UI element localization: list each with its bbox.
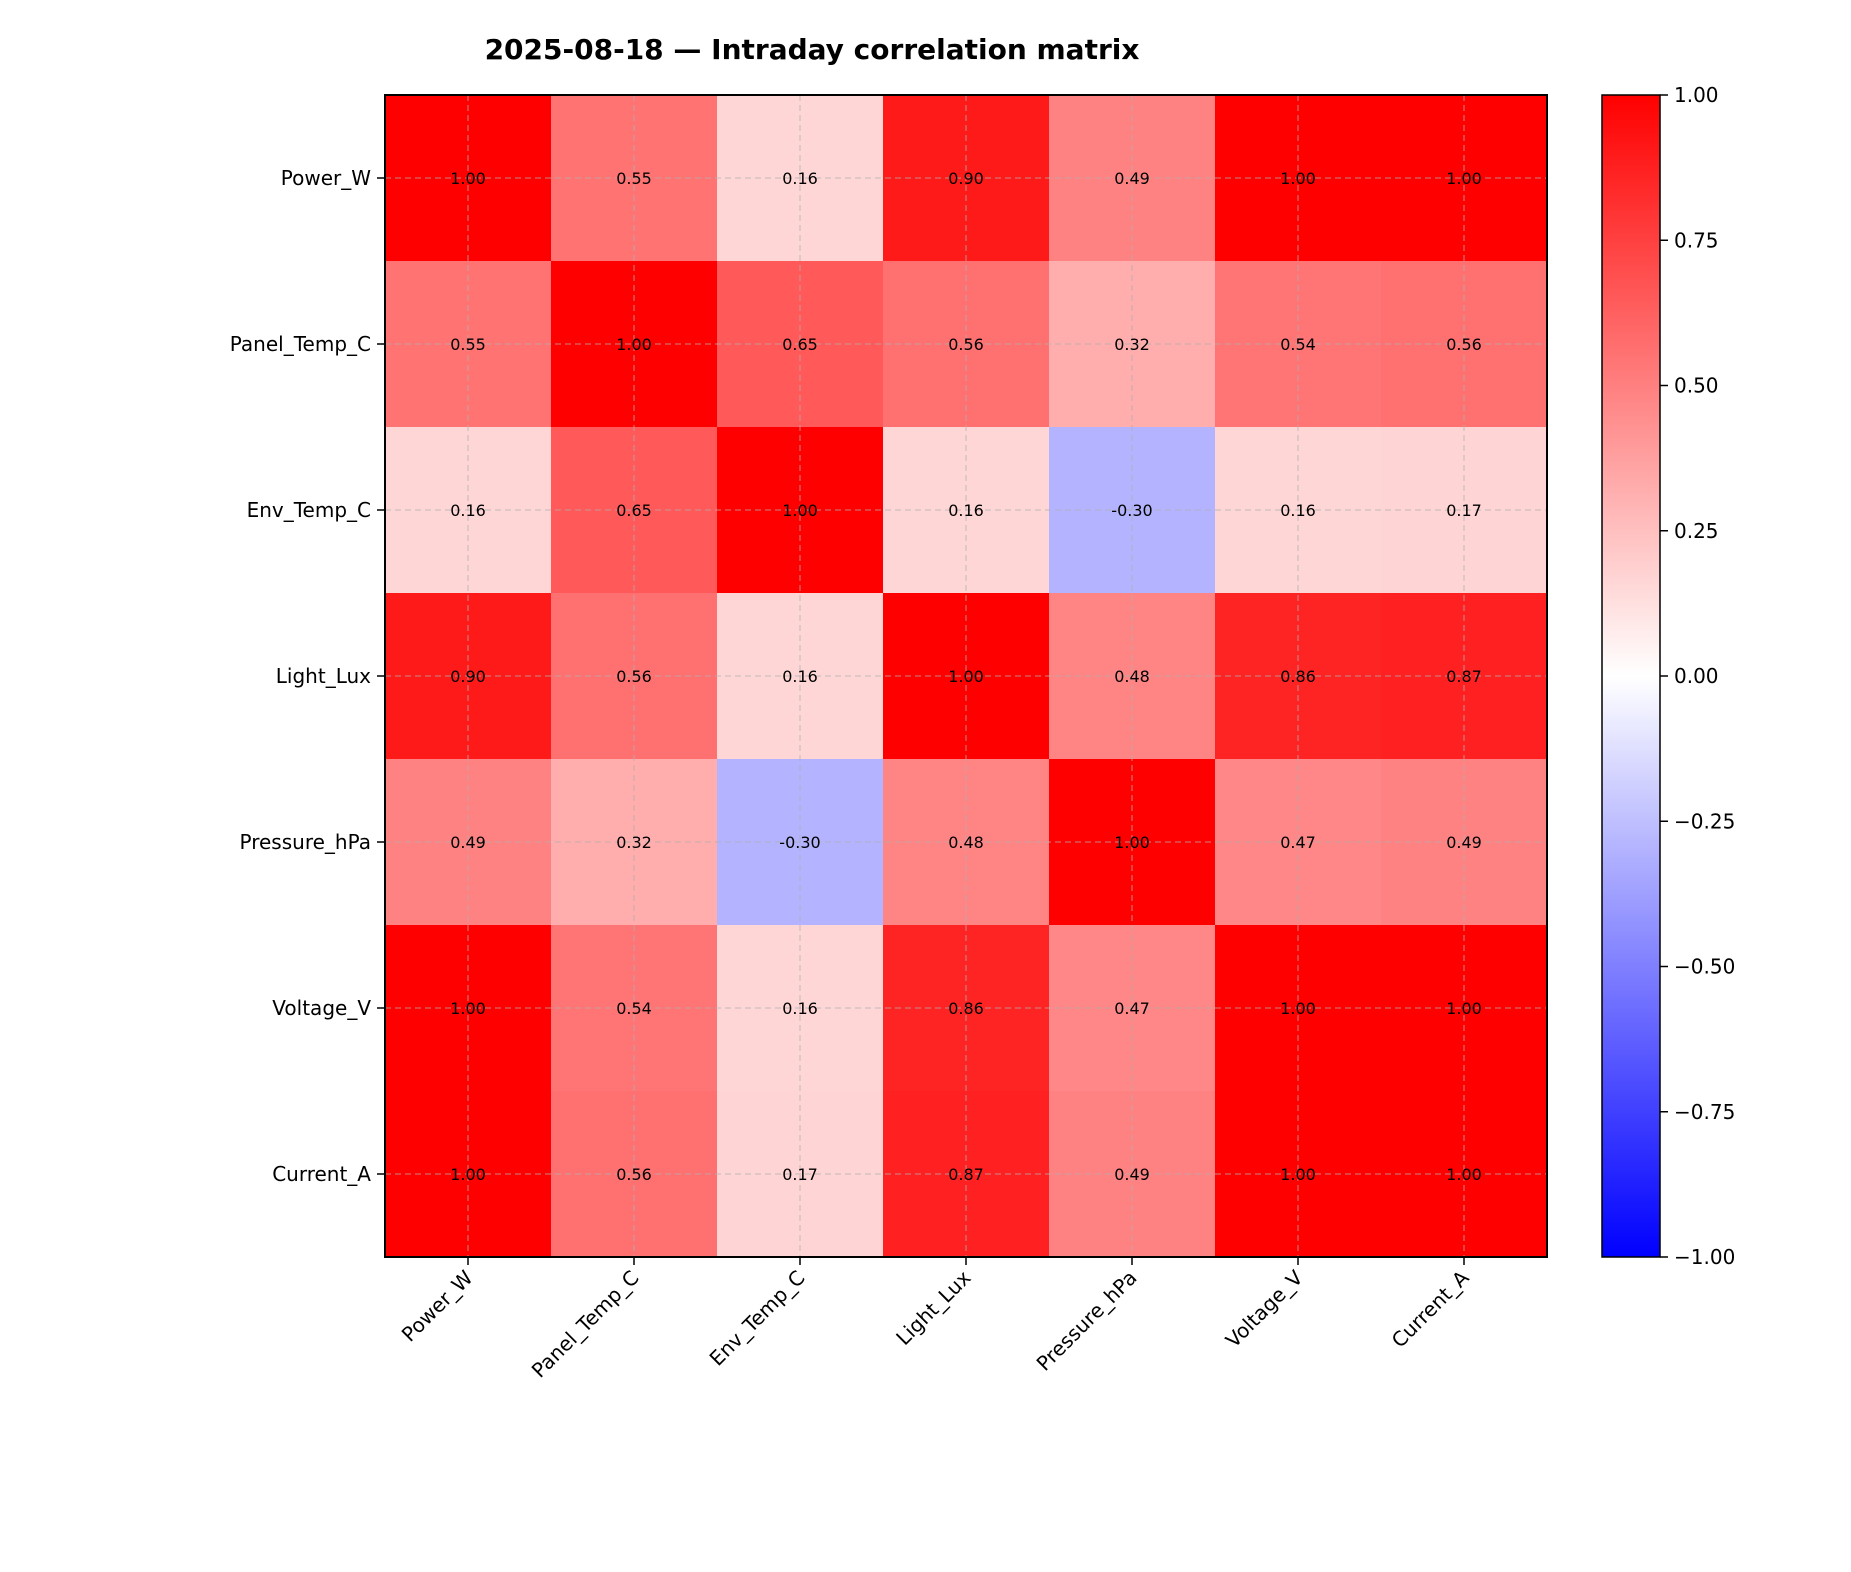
cell-value-label: 0.55	[450, 335, 486, 354]
x-tick-label: Light_Lux	[891, 1265, 975, 1349]
cell-value-label: 1.00	[1446, 1165, 1482, 1184]
x-tick-label: Current_A	[1387, 1265, 1474, 1352]
cell-value-label: 0.16	[450, 501, 486, 520]
cell-value-label: 0.16	[1280, 501, 1316, 520]
cell-value-label: 0.32	[616, 833, 652, 852]
colorbar-tick-label: 0.50	[1674, 374, 1719, 398]
x-axis: Power_W Panel_Temp_C Env_Temp_C Light_Lux Pr…	[397, 1257, 1474, 1382]
y-tick-label: Panel_Temp_C	[230, 332, 371, 356]
cell-value-label: 0.16	[782, 999, 818, 1018]
cell-value-label: 0.86	[1280, 667, 1316, 686]
colorbar-tick-label: 1.00	[1674, 83, 1719, 107]
x-tick-label: Env_Temp_C	[705, 1266, 810, 1371]
cell-value-label: 0.54	[1280, 335, 1316, 354]
cell-value-label: 0.49	[1114, 169, 1150, 188]
cell-value-label: 1.00	[1446, 999, 1482, 1018]
colorbar-tick-label: −1.00	[1674, 1245, 1735, 1269]
x-tick-label: Panel_Temp_C	[527, 1266, 644, 1383]
cell-value-label: 0.56	[616, 1165, 652, 1184]
cell-value-label: 0.16	[948, 501, 984, 520]
cell-value-label: 0.87	[1446, 667, 1482, 686]
cell-value-label: 1.00	[616, 335, 652, 354]
cell-value-label: 0.56	[1446, 335, 1482, 354]
cell-value-label: 0.65	[782, 335, 818, 354]
cell-value-label: 1.00	[948, 667, 984, 686]
cell-value-label: 0.54	[616, 999, 652, 1018]
cell-value-label: 1.00	[782, 501, 818, 520]
y-tick-label: Power_W	[281, 166, 371, 190]
colorbar-gradient	[1601, 94, 1661, 1258]
heatmap-grid	[385, 95, 1547, 1257]
x-tick-label: Power_W	[397, 1265, 478, 1346]
cell-value-label: 1.00	[1280, 1165, 1316, 1184]
cell-value-label: 1.00	[450, 169, 486, 188]
colorbar-tick-label: −0.75	[1674, 1100, 1735, 1124]
cell-value-label: 0.49	[450, 833, 486, 852]
cell-value-label: 0.47	[1114, 999, 1150, 1018]
cell-value-label: 1.00	[1114, 833, 1150, 852]
cell-value-label: 0.17	[1446, 501, 1482, 520]
colorbar-ticks: 1.00 0.75 0.50 0.25 0.00 −0.25 −0.50 −0.75 −1.00	[1660, 83, 1735, 1269]
cell-value-label: 0.48	[1114, 667, 1150, 686]
chart-title: 2025-08-18 — Intraday correlation matrix	[485, 33, 1140, 66]
cell-value-label: 0.48	[948, 833, 984, 852]
cell-value-label: 0.87	[948, 1165, 984, 1184]
x-tick-label: Voltage_V	[1221, 1265, 1308, 1352]
cell-value-label: 0.90	[450, 667, 486, 686]
colorbar: 1.00 0.75 0.50 0.25 0.00 −0.25 −0.50 −0.75 −1.00	[1601, 83, 1735, 1269]
cell-value-label: 0.17	[782, 1165, 818, 1184]
cell-value-label: 0.55	[616, 169, 652, 188]
cell-value-label: 0.49	[1114, 1165, 1150, 1184]
cell-value-label: 0.90	[948, 169, 984, 188]
y-axis: Power_W Panel_Temp_C Env_Temp_C Light_Lux Pr…	[230, 166, 385, 1186]
cell-value-label: 1.00	[1280, 999, 1316, 1018]
y-tick-label: Voltage_V	[272, 996, 371, 1020]
colorbar-tick-label: 0.25	[1674, 519, 1719, 543]
y-tick-label: Pressure_hPa	[240, 830, 372, 854]
y-tick-label: Light_Lux	[276, 664, 371, 688]
cell-value-label: 0.86	[948, 999, 984, 1018]
colorbar-tick-label: −0.50	[1674, 955, 1735, 979]
x-tick-label: Pressure_hPa	[1032, 1266, 1142, 1376]
cell-value-label: 0.49	[1446, 833, 1482, 852]
heatmap-cell-labels: 1.00 0.55 0.16 0.90 0.49 1.00 1.00 0.55 1.00 0.65…	[450, 169, 1482, 1184]
cell-value-label: 0.16	[782, 667, 818, 686]
cell-value-label: 1.00	[1280, 169, 1316, 188]
colorbar-tick-label: 0.75	[1674, 228, 1719, 252]
y-tick-label: Current_A	[272, 1162, 371, 1186]
y-tick-label: Env_Temp_C	[247, 498, 371, 522]
colorbar-tick-label: −0.25	[1674, 809, 1735, 833]
cell-value-label: -0.30	[779, 833, 820, 852]
cell-value-label: 0.56	[616, 667, 652, 686]
cell-value-label: 0.65	[616, 501, 652, 520]
cell-value-label: 1.00	[1446, 169, 1482, 188]
cell-value-label: 0.32	[1114, 335, 1150, 354]
colorbar-tick-label: 0.00	[1674, 664, 1719, 688]
cell-value-label: 0.16	[782, 169, 818, 188]
cell-value-label: 1.00	[450, 1165, 486, 1184]
cell-value-label: -0.30	[1111, 501, 1152, 520]
cell-value-label: 0.56	[948, 335, 984, 354]
cell-value-label: 0.47	[1280, 833, 1316, 852]
cell-value-label: 1.00	[450, 999, 486, 1018]
